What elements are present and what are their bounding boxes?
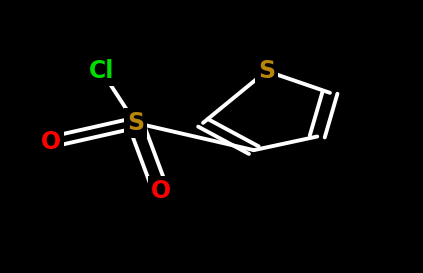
Text: O: O <box>151 179 171 203</box>
Text: S: S <box>127 111 144 135</box>
Text: Cl: Cl <box>89 59 114 83</box>
Text: O: O <box>41 130 61 154</box>
Text: S: S <box>258 59 275 83</box>
